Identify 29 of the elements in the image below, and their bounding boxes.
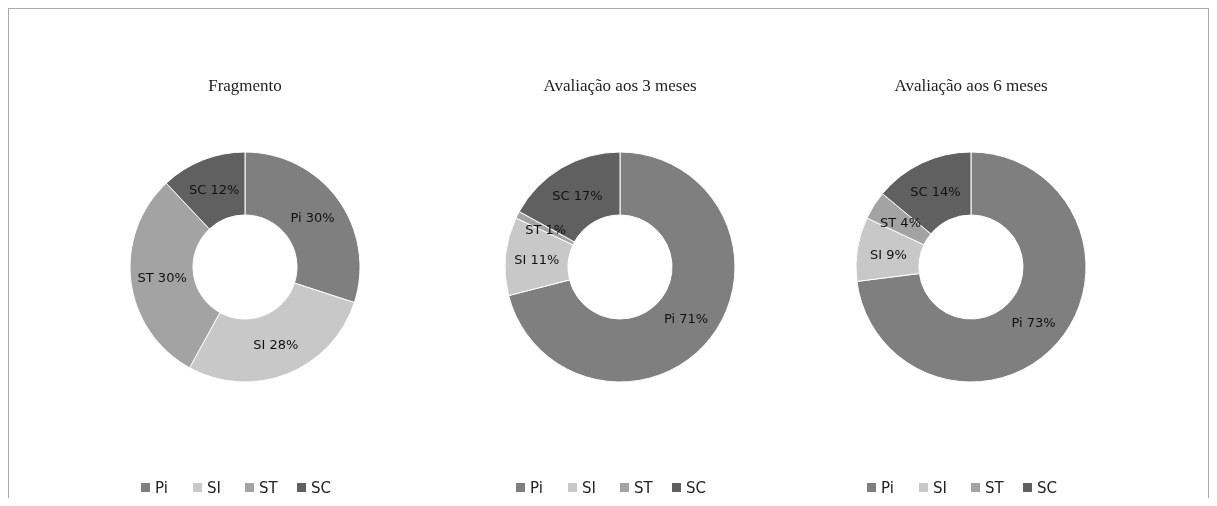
data-label: Pi 73% <box>1011 314 1056 330</box>
legend-label: SI <box>933 479 947 497</box>
data-label: Pi 30% <box>290 210 335 226</box>
donut-slice <box>508 151 736 383</box>
data-label: ST 4% <box>880 214 921 230</box>
legend-label: SC <box>1037 479 1057 497</box>
legend-label: SC <box>311 479 331 497</box>
chart-title: Avaliação aos 3 meses <box>543 76 697 95</box>
legend-label: SC <box>686 479 706 497</box>
legend-label: SI <box>207 479 221 497</box>
data-label: ST 1% <box>525 221 567 237</box>
legend-label: ST <box>634 479 654 497</box>
legend-label: Pi <box>530 479 543 497</box>
legend-label: Pi <box>881 479 894 497</box>
data-label: SC 12% <box>189 181 240 197</box>
data-label: ST 30% <box>137 270 187 286</box>
chart-title: Fragmento <box>208 76 282 95</box>
donut-slice <box>856 151 1087 383</box>
data-label: Pi 71% <box>663 310 709 326</box>
data-label: SC 14% <box>910 184 961 199</box>
chart-title: Avaliação aos 6 meses <box>894 76 1048 95</box>
legend-label: ST <box>259 479 279 497</box>
data-label: SC 17% <box>552 187 603 203</box>
legend-label: SI <box>582 479 596 497</box>
data-label: SI 9% <box>870 246 907 262</box>
legend-label: ST <box>985 479 1005 497</box>
data-label: SI 28% <box>253 337 299 353</box>
data-label: SI 11% <box>514 251 560 267</box>
legend-label: Pi <box>155 479 168 497</box>
